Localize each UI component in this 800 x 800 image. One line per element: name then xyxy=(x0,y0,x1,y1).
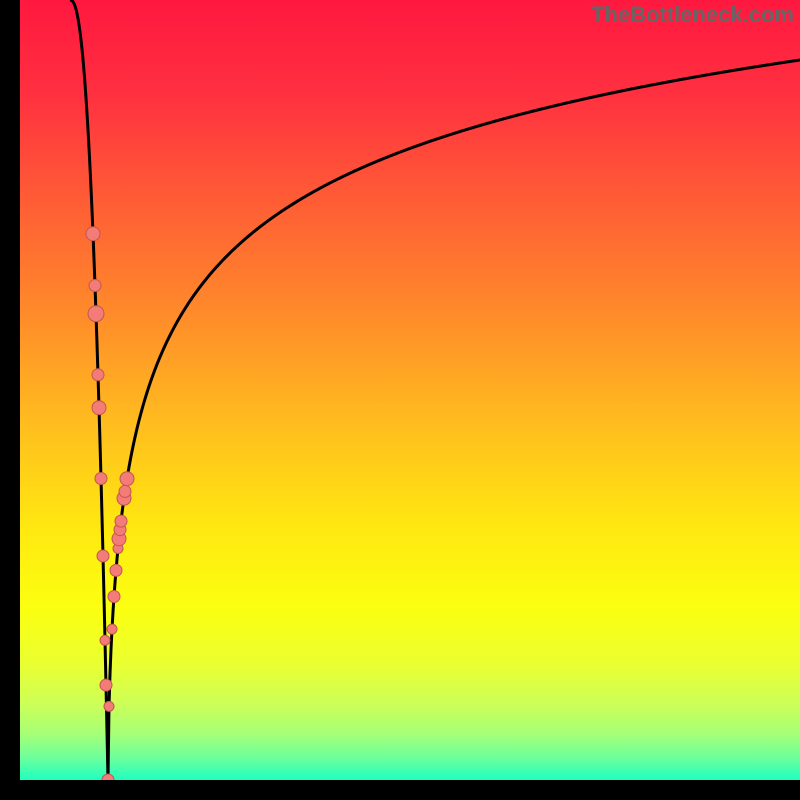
bottleneck-curve xyxy=(70,0,800,780)
curve-marker xyxy=(88,306,104,322)
curve-marker xyxy=(102,774,114,780)
curve-marker xyxy=(120,472,134,486)
curve-marker xyxy=(107,624,117,634)
curve-marker xyxy=(97,550,109,562)
curve-marker xyxy=(108,591,120,603)
curve-marker xyxy=(92,369,104,381)
plot-svg xyxy=(20,0,800,780)
curve-marker xyxy=(100,635,110,645)
plot-area: TheBottleneck.com xyxy=(20,0,800,780)
curve-marker xyxy=(110,564,122,576)
curve-marker xyxy=(104,701,114,711)
curve-marker xyxy=(119,485,131,497)
curve-marker xyxy=(86,227,100,241)
curve-marker xyxy=(92,401,106,415)
chart-container: TheBottleneck.com xyxy=(0,0,800,800)
curve-marker xyxy=(89,280,101,292)
curve-marker xyxy=(100,679,112,691)
curve-marker xyxy=(95,473,107,485)
curve-marker xyxy=(115,515,127,527)
watermark-text: TheBottleneck.com xyxy=(591,2,794,28)
